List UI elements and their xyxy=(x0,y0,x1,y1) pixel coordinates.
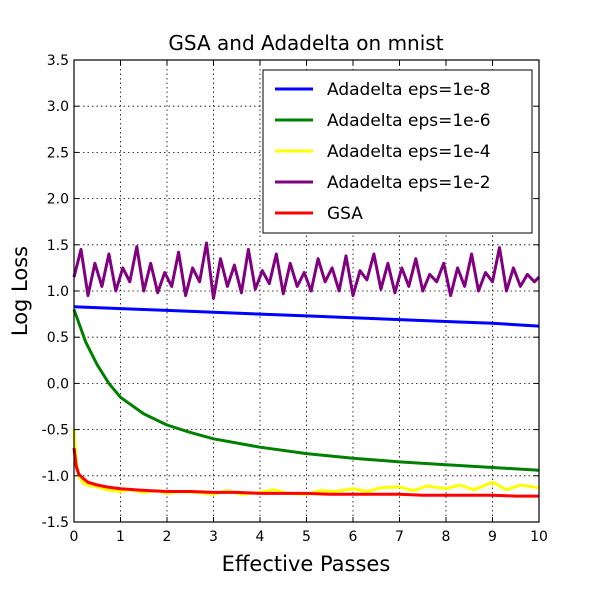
x-tick-label: 4 xyxy=(256,529,265,545)
y-tick-label: 1.5 xyxy=(47,238,69,254)
y-tick-label: -0.5 xyxy=(42,423,69,439)
series-line-5 xyxy=(72,447,539,498)
x-axis-label: Effective Passes xyxy=(222,552,391,576)
series-line-3 xyxy=(72,429,540,496)
x-tick-label: 6 xyxy=(349,529,358,545)
legend-label: Adadelta eps=1e-2 xyxy=(327,173,491,193)
y-tick-label: 1.0 xyxy=(47,284,69,300)
legend-label: Adadelta eps=1e-8 xyxy=(327,80,491,100)
legend-label: Adadelta eps=1e-4 xyxy=(327,142,491,162)
y-tick-label: 0.5 xyxy=(47,330,69,346)
series-line-2 xyxy=(72,308,540,472)
y-tick-label: 3.5 xyxy=(47,53,69,69)
y-tick-label: 0.0 xyxy=(47,376,69,392)
x-tick-label: 5 xyxy=(302,529,311,545)
x-tick-label: 9 xyxy=(488,529,497,545)
axis-ticks: 0 1 2 3 4 5 6 7 8 9 10 -1.5 -1.0 -0.5 0.0 0.5 1.0 1.5 2.0 2… xyxy=(42,53,548,545)
x-tick-label: 10 xyxy=(530,529,548,545)
legend: Adadelta eps=1e-8 Adadelta eps=1e-6 Adadel… xyxy=(262,69,533,234)
x-tick-label: 7 xyxy=(395,529,404,545)
x-tick-label: 3 xyxy=(209,529,218,545)
series-line-1 xyxy=(73,305,540,328)
x-tick-label: 2 xyxy=(163,529,172,545)
y-tick-label: -1.5 xyxy=(42,515,69,531)
x-tick-label: 0 xyxy=(70,529,79,545)
y-tick-label: 2.0 xyxy=(47,192,69,208)
y-axis-label: Log Loss xyxy=(8,246,32,336)
chart-title: GSA and Adadelta on mnist xyxy=(168,31,443,55)
series-layer xyxy=(72,241,541,498)
y-tick-label: 2.5 xyxy=(47,145,69,161)
series-line-4 xyxy=(72,241,541,300)
y-tick-label: -1.0 xyxy=(42,469,69,485)
y-tick-label: 3.0 xyxy=(47,99,69,115)
x-tick-label: 8 xyxy=(442,529,451,545)
legend-label: Adadelta eps=1e-6 xyxy=(327,111,491,131)
x-tick-label: 1 xyxy=(116,529,125,545)
legend-label: GSA xyxy=(327,204,363,224)
